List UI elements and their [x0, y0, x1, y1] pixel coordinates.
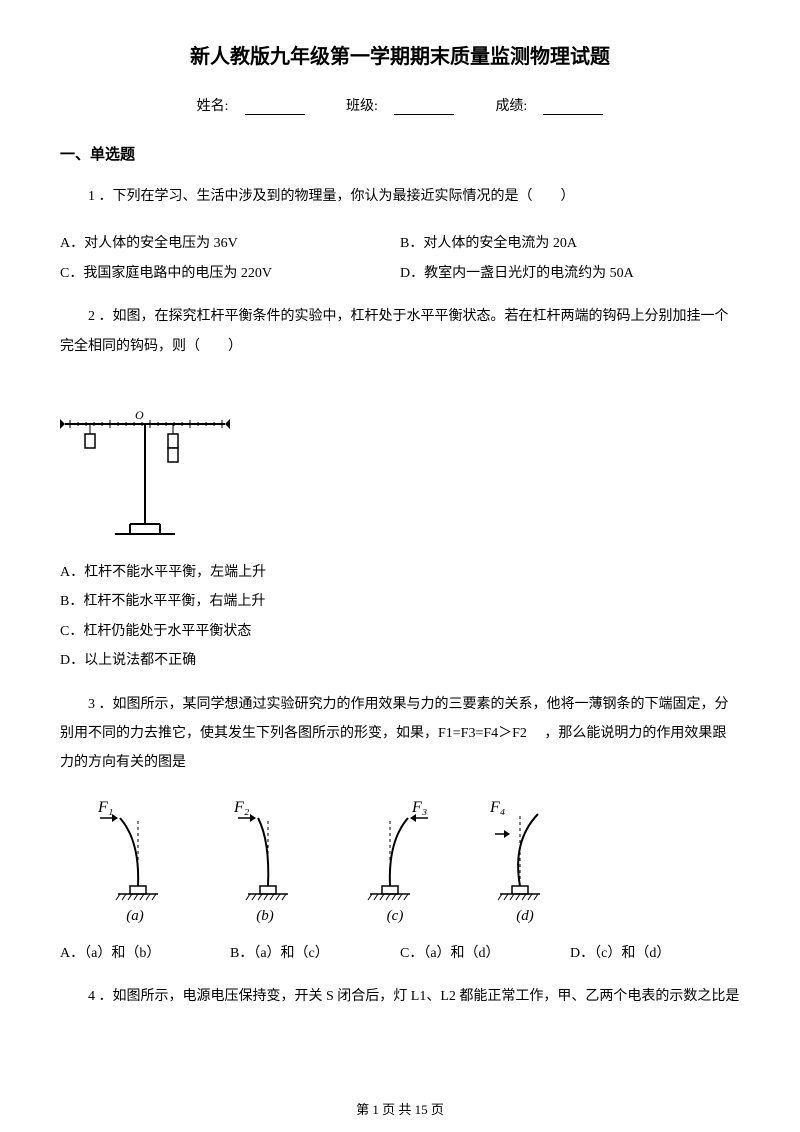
name-blank [245, 101, 305, 115]
q2-option-c: C．杠杆仍能处于水平平衡状态 [60, 617, 740, 646]
question-3-options: A．（a）和（b） B．（a）和（c） C．（a）和（d） D．（c）和（d） [60, 939, 740, 968]
question-1-options: A．对人体的安全电压为 36V B．对人体的安全电流为 20A C．我国家庭电路… [60, 229, 740, 288]
q3-option-d: D．（c）和（d） [570, 939, 740, 968]
bend-label-d: (d) [516, 908, 534, 925]
q3-option-a: A．（a）和（b） [60, 939, 230, 968]
q3-option-b: B．（a）和（c） [230, 939, 400, 968]
svg-text:F₂: F₂ [233, 799, 250, 816]
question-2-options: A．杠杆不能水平平衡，左端上升 B．杠杆不能水平平衡，右端上升 C．杠杆仍能处于… [60, 558, 740, 676]
score-blank [543, 101, 603, 115]
pivot-label: O [135, 408, 144, 422]
section-heading-1: 一、单选题 [60, 143, 740, 164]
class-blank [394, 101, 454, 115]
page-footer: 第 1 页 共 15 页 [0, 1099, 800, 1118]
bend-label-b: (b) [256, 908, 274, 925]
svg-text:F₄: F₄ [489, 799, 505, 816]
lever-diagram: O [60, 389, 230, 539]
q1-option-d: D．教室内一盏日光灯的电流约为 50A [400, 259, 740, 288]
svg-text:F₃: F₃ [411, 799, 427, 816]
question-3-text: 3 ．如图所示，某同学想通过实验研究力的作用效果与力的三要素的关系，他将一薄钢条… [60, 690, 740, 778]
q1-option-b: B．对人体的安全电流为 20A [400, 229, 740, 258]
bend-label-a: (a) [126, 908, 144, 925]
class-label: 班级: [346, 99, 378, 114]
student-info-line: 姓名: 班级: 成绩: [60, 95, 740, 115]
bend-a: F₁ (a) [90, 796, 180, 925]
svg-text:F₁: F₁ [97, 799, 113, 816]
bend-label-c: (c) [387, 908, 404, 925]
q1-option-c: C．我国家庭电路中的电压为 220V [60, 259, 400, 288]
bend-c: F₃ (c) [350, 796, 440, 925]
bend-b: F₂ (b) [220, 796, 310, 925]
q1-option-a: A．对人体的安全电压为 36V [60, 229, 400, 258]
q2-option-a: A．杠杆不能水平平衡，左端上升 [60, 558, 740, 587]
name-label: 姓名: [197, 99, 229, 114]
question-1-text: 1 ．下列在学习、生活中涉及到的物理量，你认为最接近实际情况的是（ ） [60, 182, 740, 211]
q3-option-c: C．（a）和（d） [400, 939, 570, 968]
score-label: 成绩: [495, 99, 527, 114]
question-4-text: 4 ．如图所示，电源电压保持变，开关 S 闭合后，灯 L1、L2 都能正常工作，… [60, 982, 740, 1011]
bend-d: F₄ (d) [480, 796, 570, 925]
q2-option-d: D．以上说法都不正确 [60, 646, 740, 675]
q2-option-b: B．杠杆不能水平平衡，右端上升 [60, 587, 740, 616]
bend-diagrams: F₁ (a) F₂ (b) F₃ [90, 796, 740, 925]
question-2-text: 2 ．如图，在探究杠杆平衡条件的实验中，杠杆处于水平平衡状态。若在杠杆两端的钩码… [60, 302, 740, 361]
page-title: 新人教版九年级第一学期期末质量监测物理试题 [60, 40, 740, 69]
